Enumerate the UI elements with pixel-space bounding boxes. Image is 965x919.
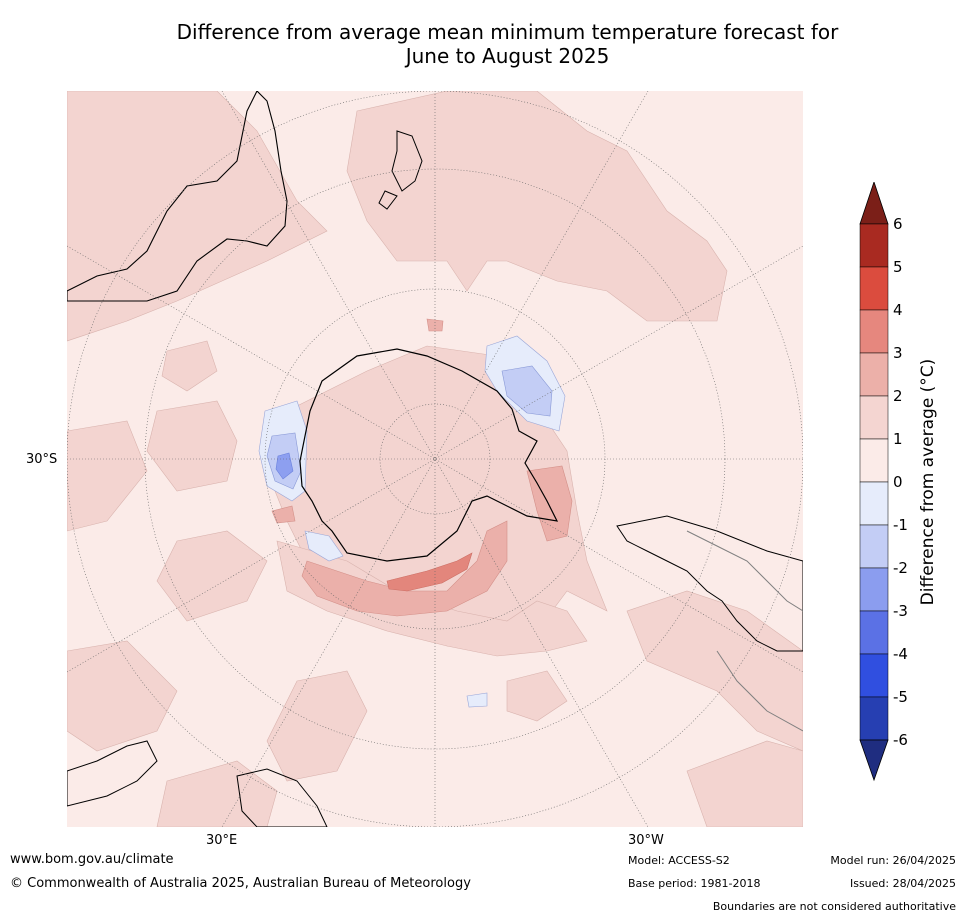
colorbar-tick: 5 — [893, 258, 903, 276]
colorbar-tick: 0 — [893, 473, 903, 491]
copyright-text: © Commonwealth of Australia 2025, Austra… — [10, 876, 471, 891]
longitude-label-30e: 30°E — [206, 833, 238, 848]
colorbar-band-m6-m5 — [859, 696, 889, 741]
colorbar-tick: -1 — [893, 516, 908, 534]
longitude-label-30w: 30°W — [628, 833, 664, 848]
colorbar-tick: -6 — [893, 731, 908, 749]
colorbar-band-m3-m2 — [859, 567, 889, 612]
colorbar-tick: -2 — [893, 559, 908, 577]
boundaries-disclaimer: Boundaries are not considered authoritat… — [712, 900, 956, 913]
title-line-2: June to August 2025 — [405, 44, 610, 68]
colorbar-tick: 2 — [893, 387, 903, 405]
colorbar-under-arrow — [859, 739, 889, 782]
map-title: Difference from average mean minimum tem… — [0, 20, 965, 68]
colorbar-band-m1-0 — [859, 481, 889, 526]
map-panel — [67, 91, 803, 827]
model-text: Model: ACCESS-S2 — [628, 854, 730, 867]
anomaly-1-2-regions — [67, 91, 803, 827]
colorbar-band-0-1 — [859, 438, 889, 483]
colorbar-band-5-6 — [859, 223, 889, 268]
south-america-coastline — [616, 515, 803, 652]
new-zealand-coastline — [378, 130, 423, 210]
anomaly-3-4-regions — [386, 552, 473, 592]
latitude-label-30s: 30°S — [26, 452, 58, 467]
colorbar-tick: 6 — [893, 215, 903, 233]
colorbar-band-4-5 — [859, 266, 889, 311]
colorbar-band-m4-m3 — [859, 610, 889, 655]
base-period-text: Base period: 1981-2018 — [628, 877, 761, 890]
colorbar-band-2-3 — [859, 352, 889, 397]
graticule — [67, 91, 803, 827]
antarctica-coastline — [299, 348, 559, 562]
colorbar-tick: 1 — [893, 430, 903, 448]
colorbar-tick: -3 — [893, 602, 908, 620]
colorbar — [859, 182, 889, 782]
colorbar-tick: 4 — [893, 301, 903, 319]
colorbar-tick: -4 — [893, 645, 908, 663]
colorbar-tick: 3 — [893, 344, 903, 362]
africa-coastline — [67, 740, 328, 827]
map-svg — [67, 91, 803, 827]
website-link[interactable]: www.bom.gov.au/climate — [10, 852, 174, 867]
anomaly-m2-m3-regions — [275, 452, 294, 480]
colorbar-label: Difference from average (°C) — [918, 358, 938, 606]
south-america-boundaries — [686, 530, 803, 732]
issued-text: Issued: 28/04/2025 — [849, 877, 956, 890]
colorbar-band-m2-m1 — [859, 524, 889, 569]
model-run-text: Model run: 26/04/2025 — [830, 854, 956, 867]
title-line-1: Difference from average mean minimum tem… — [176, 20, 839, 44]
colorbar-band-1-2 — [859, 395, 889, 440]
colorbar-band-m5-m4 — [859, 653, 889, 698]
colorbar-over-arrow — [859, 182, 889, 225]
colorbar-band-3-4 — [859, 309, 889, 354]
colorbar-tick: -5 — [893, 688, 908, 706]
australia-coastline — [67, 91, 288, 302]
